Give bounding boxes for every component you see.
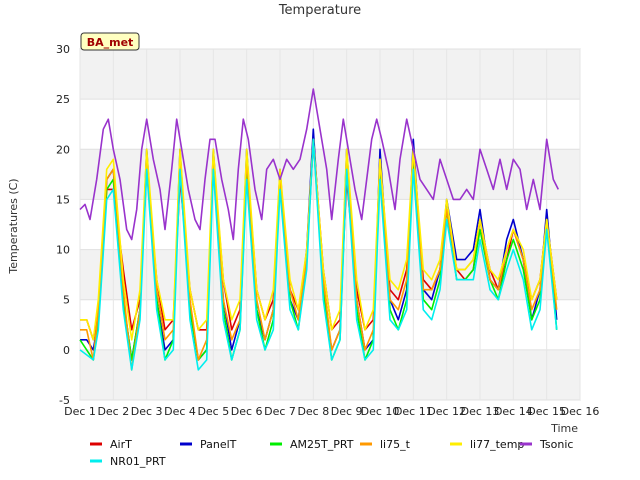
y-tick-label: 10	[56, 244, 70, 257]
x-axis-label: Time	[550, 422, 578, 435]
legend-label-li75-t: li75_t	[380, 438, 411, 451]
y-tick-label: -5	[59, 394, 70, 407]
x-tick-label: Dec 13	[461, 405, 500, 418]
y-tick-label: 30	[56, 43, 70, 56]
plot-band	[80, 149, 580, 200]
x-tick-label: Dec 16	[561, 405, 600, 418]
plot-band	[80, 349, 580, 400]
legend-label-am25t-prt: AM25T_PRT	[290, 438, 354, 451]
chart-title: Temperature	[278, 3, 361, 18]
x-tick-label: Dec 8	[297, 405, 329, 418]
y-axis-label: Temperatures (C)	[7, 178, 20, 274]
legend-label-tsonic: Tsonic	[539, 438, 573, 451]
x-axis-ticks: Dec 1 Dec 2 Dec 3 Dec 4 Dec 5 Dec 6 Dec 7 Dec 8…	[64, 405, 599, 418]
x-tick-label: Dec 9	[331, 405, 363, 418]
badge: BA_met	[80, 32, 140, 51]
x-tick-label: Dec 4	[164, 405, 196, 418]
x-tick-label: Dec 2	[97, 405, 129, 418]
legend-label-li77-temp: li77_temp	[470, 438, 524, 451]
x-tick-label: Dec 1	[64, 405, 96, 418]
plot-band	[80, 49, 580, 100]
y-tick-label: 5	[63, 294, 70, 307]
plot-background	[79, 48, 581, 401]
series-line-nr01-prt	[79, 138, 558, 371]
x-tick-label: Dec 11	[394, 405, 433, 418]
y-tick-label: 15	[56, 193, 70, 206]
legend: AirT PanelT AM25T_PRT li75_t li77_temp Tsonic…	[90, 438, 573, 468]
badge-box	[80, 32, 140, 51]
x-tick-label: Dec 5	[197, 405, 229, 418]
x-tick-label: Dec 3	[131, 405, 163, 418]
series-line-tsonic	[79, 88, 560, 241]
x-tick-label: Dec 14	[494, 405, 533, 418]
plot-band	[80, 249, 580, 300]
legend-label-airt: AirT	[110, 438, 132, 451]
y-tick-label: 0	[63, 344, 70, 357]
y-tick-label: 25	[56, 93, 70, 106]
x-tick-label: Dec 7	[264, 405, 296, 418]
x-tick-label: Dec 15	[527, 405, 566, 418]
x-tick-label: Dec 10	[361, 405, 400, 418]
y-axis-ticks: -5 0 5 10 15 20 25 30	[56, 43, 70, 407]
badge-label: BA_met	[87, 36, 134, 49]
x-tick-label: Dec 12	[427, 405, 466, 418]
legend-label-nr01-prt: NR01_PRT	[110, 455, 166, 468]
legend-label-panelt: PanelT	[200, 438, 237, 451]
series-layer	[79, 88, 560, 371]
y-tick-label: 20	[56, 143, 70, 156]
x-tick-label: Dec 6	[231, 405, 263, 418]
